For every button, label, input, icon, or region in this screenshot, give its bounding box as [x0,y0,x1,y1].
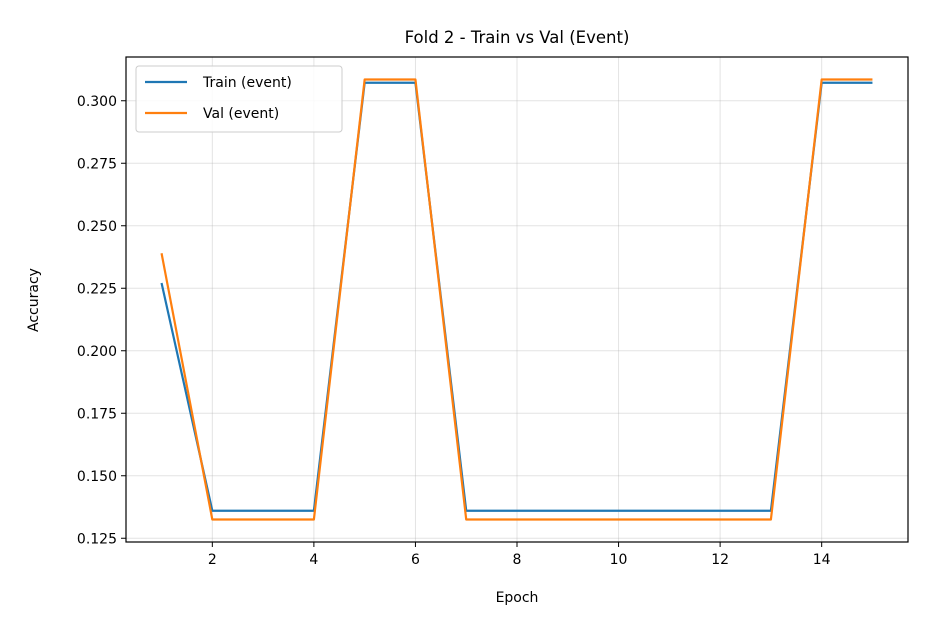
x-tick-label: 10 [610,552,628,568]
series-line-train [160,81,873,512]
y-tick-label: 0.225 [77,281,117,297]
y-tick-label: 0.250 [77,219,117,235]
y-tick-label: 0.200 [77,344,117,360]
x-tick-label: 4 [309,552,318,568]
y-axis-label: Accuracy [26,268,42,332]
y-tick-label: 0.275 [77,156,117,172]
x-tick-label: 14 [813,552,831,568]
x-axis-label: Epoch [496,590,539,606]
y-tick-label: 0.150 [77,469,117,485]
legend-label-val: Val (event) [203,106,279,122]
x-tick-label: 8 [513,552,522,568]
y-tick-label: 0.300 [77,94,117,110]
series-line-val [160,78,873,521]
grid-layer [126,57,908,542]
chart-title: Fold 2 - Train vs Val (Event) [405,28,630,47]
y-tick-label: 0.125 [77,531,117,547]
tick-layer: 2 4 6 8 10 12 14 0.125 0.150 0.175 0.200 0.225 0.250… [77,94,831,568]
y-tick-label: 0.175 [77,406,117,422]
legend-label-train: Train (event) [202,75,292,91]
x-tick-label: 6 [411,552,420,568]
x-tick-label: 12 [711,552,729,568]
legend: Train (event) Val (event) [135,65,343,133]
series-layer [160,78,873,521]
x-tick-label: 2 [208,552,217,568]
legend-box [135,65,343,133]
